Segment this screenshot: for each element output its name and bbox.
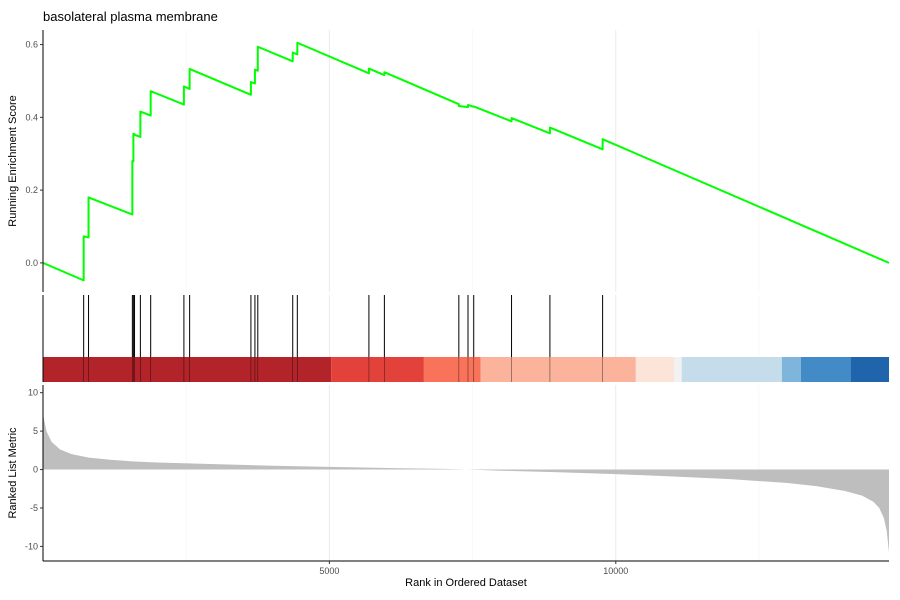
color-band-segment — [674, 357, 682, 382]
enrichment-panel — [42, 41, 890, 282]
es-y-tick-label: 0.2 — [25, 185, 38, 195]
metric-y-tick-label: -5 — [30, 503, 38, 513]
metric-y-tick-label: -10 — [25, 541, 38, 551]
chart-title: basolateral plasma membrane — [43, 9, 218, 24]
color-band-segment — [681, 357, 782, 382]
color-band-segment — [480, 357, 636, 382]
metric-y-tick-label: 0 — [33, 465, 38, 475]
metric-y-tick-label: 10 — [28, 388, 38, 398]
es-series-line — [42, 41, 890, 282]
metric-panel — [43, 414, 889, 553]
color-band-segment — [635, 357, 675, 382]
metric-y-axis-label: Ranked List Metric — [7, 427, 19, 519]
color-band-segment — [781, 357, 801, 382]
color-band-panel — [43, 357, 889, 382]
color-band-segment — [43, 357, 332, 382]
x-tick-label: 5000 — [319, 566, 339, 576]
es-y-tick-label: 0.6 — [25, 40, 38, 50]
axes-layer: 0.0 0.2 0.4 0.6 10 5 0 -5 -10 5000 10000 — [25, 30, 889, 576]
x-axis-label: Rank in Ordered Dataset — [405, 577, 527, 589]
color-band-segment — [423, 357, 481, 382]
color-band-segment — [850, 357, 889, 382]
grid-layer — [185, 30, 760, 561]
metric-y-tick-label: 5 — [33, 426, 38, 436]
es-y-axis-label: Running Enrichment Score — [7, 95, 19, 226]
color-band-segment — [331, 357, 424, 382]
x-tick-label: 10000 — [603, 566, 628, 576]
color-band-segment — [800, 357, 851, 382]
es-y-tick-label: 0.4 — [25, 112, 38, 122]
es-y-tick-label: 0.0 — [25, 258, 38, 268]
metric-area — [43, 414, 889, 553]
